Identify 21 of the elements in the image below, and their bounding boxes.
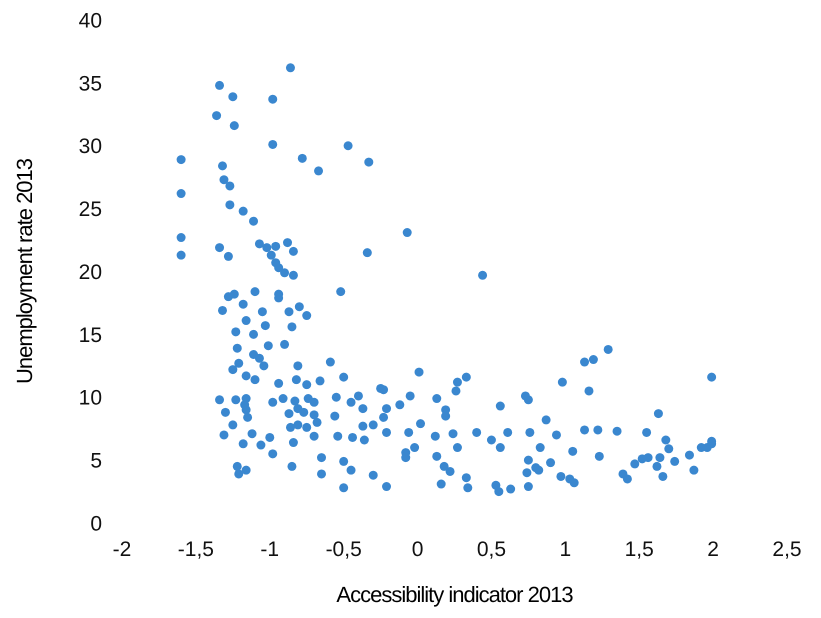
y-tick-label: 35 xyxy=(78,72,102,96)
y-tick-label: 0 xyxy=(90,512,102,536)
x-tick-label: -1,5 xyxy=(178,538,214,561)
x-tick-label: 0 xyxy=(412,538,424,561)
x-tick-label: 0,5 xyxy=(476,538,506,561)
x-tick-label: -0,5 xyxy=(326,538,362,561)
x-tick-label: -2 xyxy=(112,538,132,561)
x-tick-label: 2 xyxy=(707,538,719,561)
x-tick-label: 1 xyxy=(559,538,572,561)
x-axis-title: Accessibility indicator 2013 xyxy=(336,582,574,607)
y-tick-label: 5 xyxy=(90,450,102,473)
y-tick-label: 30 xyxy=(78,135,102,158)
y-tick-label: 10 xyxy=(78,386,102,410)
x-tick-label: -1 xyxy=(260,538,280,561)
y-tick-label: 25 xyxy=(78,198,102,222)
y-tick-label: 15 xyxy=(78,324,102,347)
y-tick-label: 40 xyxy=(78,9,102,32)
y-axis-title: Unemployment rate 2013 xyxy=(12,158,37,384)
x-tick-label: 2,5 xyxy=(772,538,802,561)
y-tick-label: 20 xyxy=(78,260,102,284)
x-tick-label: 1,5 xyxy=(624,538,654,561)
